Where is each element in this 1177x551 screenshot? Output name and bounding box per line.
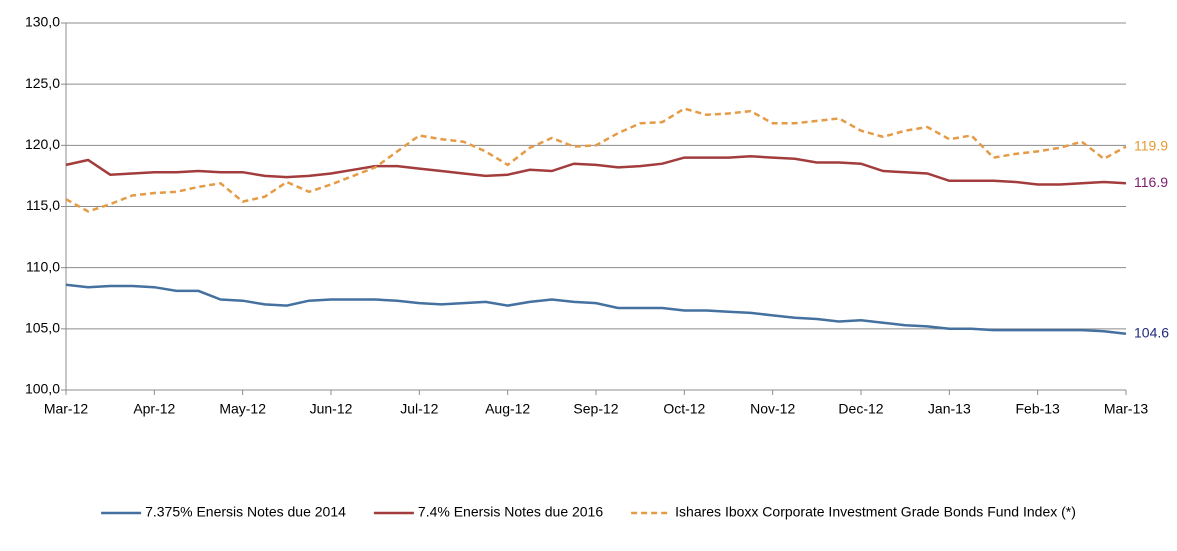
legend-label: 7.375% Enersis Notes due 2014 <box>145 504 346 520</box>
series-line <box>65 107 1127 213</box>
x-tick-label: Mar-13 <box>1104 401 1149 417</box>
x-tick-label: Oct-12 <box>663 401 705 417</box>
end-label: 116.9 <box>1134 174 1168 190</box>
y-tick-label: 110,0 <box>26 258 60 274</box>
y-tick-label: 120,0 <box>25 136 60 152</box>
end-label: 104.6 <box>1134 324 1169 340</box>
series-line <box>65 283 1127 335</box>
x-tick-label: Sep-12 <box>573 401 618 417</box>
y-tick-label: 125,0 <box>25 75 60 91</box>
x-tick-label: Apr-12 <box>133 401 175 417</box>
legend-label: Ishares Iboxx Corporate Investment Grade… <box>675 504 1076 520</box>
end-label: 119.9 <box>1134 137 1168 153</box>
series-line <box>65 155 1127 186</box>
x-tick-label: Mar-12 <box>44 401 89 417</box>
x-tick-label: Jul-12 <box>400 401 438 417</box>
x-tick-label: May-12 <box>219 401 266 417</box>
y-tick-label: 130,0 <box>25 14 60 30</box>
x-tick-label: Dec-12 <box>838 401 883 417</box>
x-tick-label: Feb-13 <box>1015 401 1060 417</box>
y-tick-label: 105,0 <box>25 320 60 336</box>
y-tick-label: 115,0 <box>26 197 60 213</box>
x-tick-label: Jun-12 <box>310 401 353 417</box>
y-tick-label: 100,0 <box>25 381 60 397</box>
x-tick-label: Nov-12 <box>750 401 795 417</box>
legend-label: 7.4% Enersis Notes due 2016 <box>418 504 603 520</box>
x-tick-label: Aug-12 <box>485 401 530 417</box>
x-tick-label: Jan-13 <box>928 401 971 417</box>
